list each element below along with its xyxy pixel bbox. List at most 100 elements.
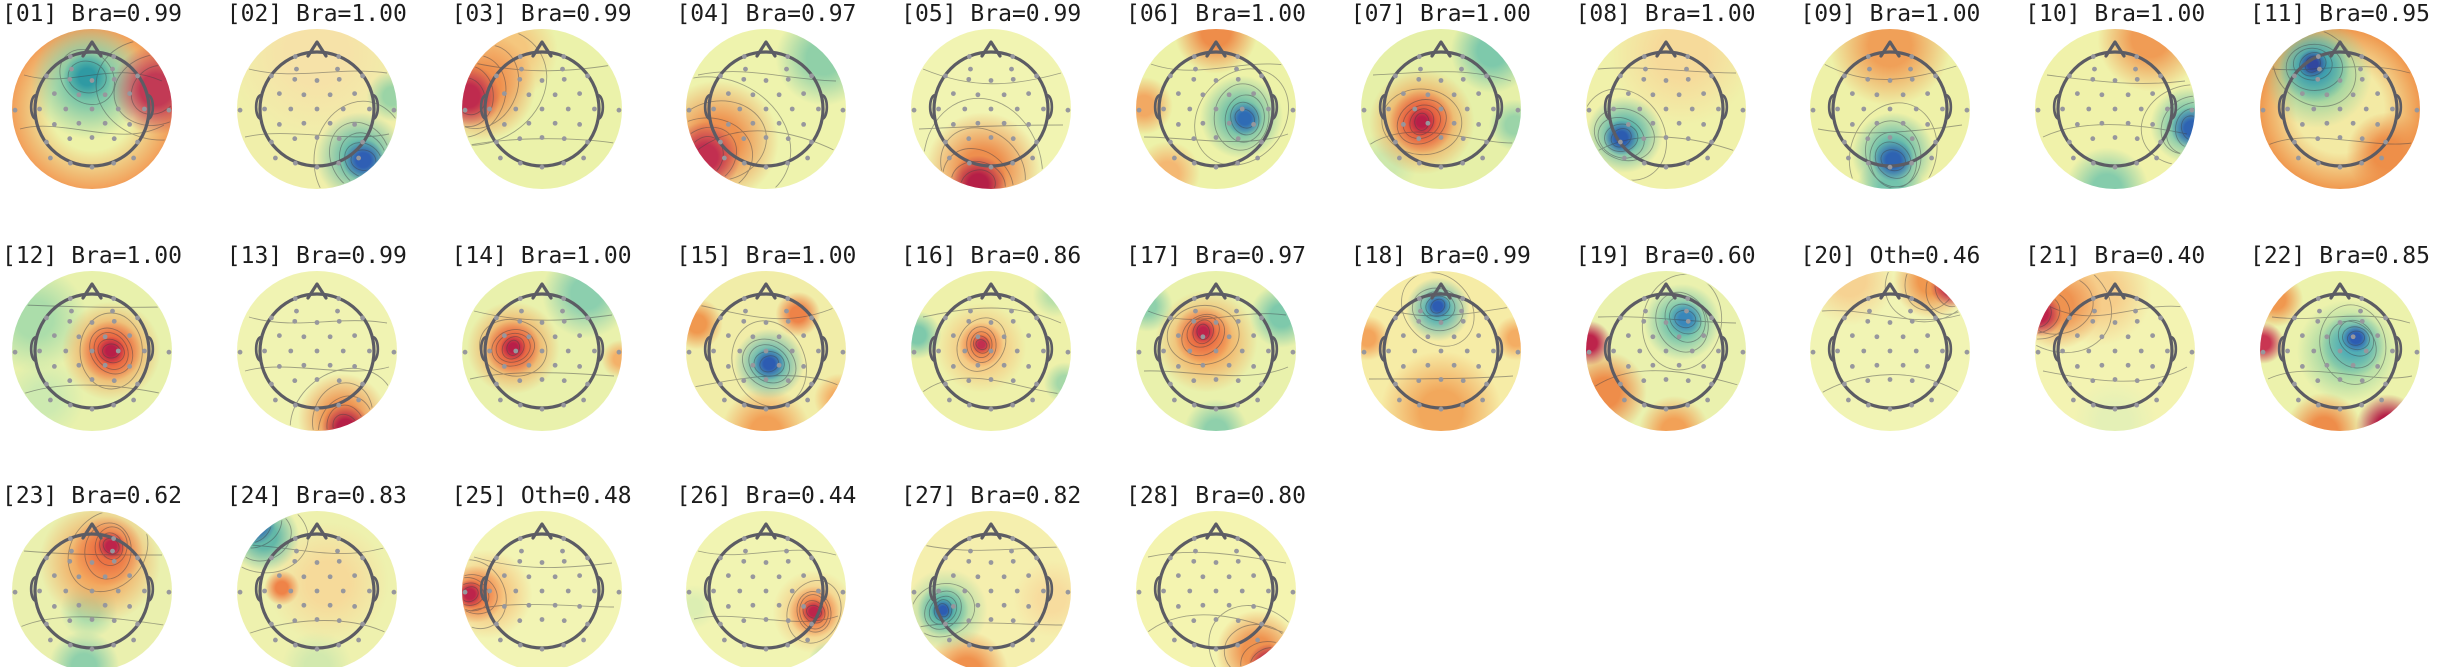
- electrode-dot: [2317, 66, 2322, 72]
- electrode-dots: [1361, 54, 1521, 170]
- electrode-dots: [687, 296, 846, 412]
- electrode-dot: [1193, 66, 1198, 72]
- electrode-dot: [493, 315, 499, 321]
- electrode-dot: [737, 348, 743, 354]
- electrode-dot: [1740, 107, 1745, 113]
- electrode-dot: [102, 120, 108, 126]
- electrode-dot: [805, 155, 811, 161]
- electrode-dot: [2390, 106, 2395, 112]
- component-title: [22] Bra=0.85: [2249, 243, 2430, 269]
- head-outline: [2053, 40, 2178, 168]
- electrode-dot: [1866, 54, 1872, 59]
- topomap-canvas: [461, 271, 622, 431]
- electrode-dot: [516, 558, 522, 564]
- electrode-dot: [2158, 139, 2164, 145]
- nose: [530, 40, 553, 58]
- electrode-dot: [2075, 333, 2080, 339]
- electrode-dot: [2350, 120, 2356, 126]
- electrode-dot: [1011, 136, 1016, 142]
- electrode-dot: [44, 139, 49, 145]
- electrode-dot: [1490, 348, 1496, 354]
- electrode-dot: [327, 334, 333, 340]
- electrode-dot: [1940, 106, 1946, 112]
- electrode-dot: [967, 160, 972, 166]
- electrode-dot: [516, 76, 522, 82]
- electrode-dot: [2075, 363, 2080, 369]
- electrode-dot: [516, 618, 522, 624]
- electrode-dot: [1065, 107, 1071, 113]
- electrode-dot: [1235, 136, 1241, 142]
- electrode-dot: [2135, 136, 2140, 142]
- electrode-dot: [1010, 402, 1016, 408]
- electrode-dot: [561, 76, 567, 82]
- component-title: [08] Bra=1.00: [1575, 1, 1756, 27]
- electrode-dot: [809, 139, 815, 145]
- left-ear: [1828, 93, 1836, 121]
- electrode-dot: [51, 573, 57, 579]
- electrode-dot: [580, 397, 586, 403]
- electrode-dot: [2315, 160, 2321, 166]
- electrode-dot: [1925, 91, 1931, 97]
- topomap-canvas: [686, 271, 847, 431]
- electrode-dot: [1842, 139, 1848, 145]
- electrode-dot: [1460, 160, 1465, 166]
- electrode-dot: [63, 348, 69, 354]
- electrode-dot: [63, 106, 69, 112]
- electrode-dot: [718, 621, 724, 627]
- electrode-dot: [2337, 135, 2343, 140]
- electrode-dot: [1689, 348, 1695, 354]
- electrode-dot: [1385, 106, 1391, 112]
- electrode-dot: [102, 92, 108, 98]
- electrode-dot: [272, 637, 278, 643]
- electrode-dot: [67, 296, 73, 301]
- electrode-dot: [2091, 402, 2096, 408]
- electrode-dot: [2133, 66, 2139, 72]
- electrode-dot: [1586, 349, 1592, 355]
- electrode-dot: [2165, 106, 2171, 112]
- topomap-canvas: [2035, 29, 2196, 189]
- electrode-dot: [2099, 334, 2105, 340]
- electrode-dot: [801, 91, 807, 97]
- electrode-dot: [2135, 76, 2140, 82]
- electrode-dot: [1715, 106, 1721, 112]
- electrode-dot: [336, 536, 341, 541]
- electrode-dot: [576, 91, 582, 97]
- electrode-dot: [462, 349, 468, 355]
- electrode-dot: [552, 602, 558, 608]
- electrode-dot: [1684, 296, 1690, 301]
- electrode-dot: [742, 642, 748, 648]
- nose: [306, 282, 328, 300]
- electrode-dot: [1908, 66, 1914, 72]
- electrode-dot: [67, 54, 73, 59]
- electrode-dot: [1663, 348, 1668, 354]
- electrode-dots: [687, 536, 846, 652]
- electrode-dot: [111, 76, 117, 82]
- electrode-dot: [89, 560, 95, 565]
- electrode-dot: [89, 348, 95, 354]
- electrode-dot: [539, 617, 544, 622]
- electrode-dot: [516, 378, 522, 384]
- left-ear: [29, 575, 38, 603]
- component-title: [19] Bra=0.60: [1575, 243, 1756, 269]
- electrode-dot: [1908, 308, 1914, 314]
- electrode-dot: [718, 555, 724, 561]
- component-title: [06] Bra=1.00: [1125, 1, 1306, 27]
- electrode-dot: [1625, 333, 1631, 339]
- electrode-dot: [2359, 296, 2365, 301]
- topomap-overlay: [2035, 272, 2195, 412]
- electrode-dot: [763, 377, 769, 382]
- electrode-dot: [327, 92, 333, 98]
- electrode-dot: [2359, 76, 2365, 82]
- electrode-dot: [1239, 106, 1245, 112]
- electrode-dot: [1175, 91, 1181, 97]
- electrode-dot: [2299, 121, 2305, 127]
- electrode-dot: [2285, 106, 2290, 112]
- right-ear: [1270, 93, 1279, 121]
- nose: [1430, 282, 1452, 300]
- electrode-dot: [2035, 349, 2041, 355]
- nose: [2329, 282, 2351, 300]
- right-ear: [2394, 93, 2403, 121]
- electrode-dot: [44, 555, 49, 561]
- component-cell-16: [16] Bra=0.86: [879, 244, 1104, 458]
- electrode-dot: [237, 589, 243, 595]
